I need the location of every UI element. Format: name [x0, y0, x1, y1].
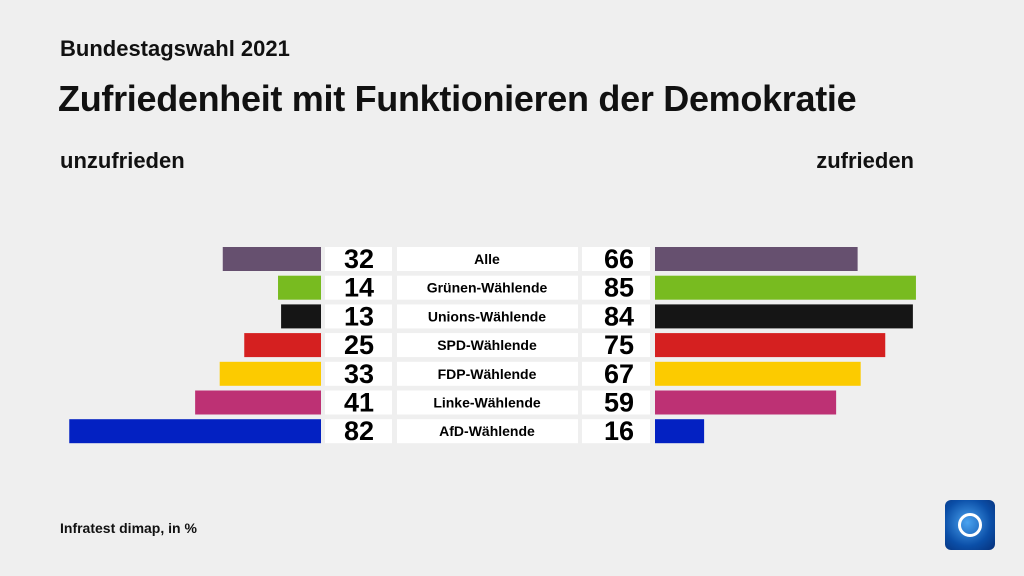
category-label: AfD-Wählende	[439, 423, 535, 439]
bar-zufrieden	[655, 275, 916, 300]
bar-unzufrieden	[69, 419, 321, 444]
value-box	[582, 390, 650, 415]
label-box	[397, 390, 578, 415]
value-box	[582, 275, 650, 300]
value-box	[582, 247, 650, 271]
label-box	[397, 304, 578, 329]
value-box	[582, 361, 650, 386]
value-label-unzufrieden: 41	[344, 388, 374, 418]
value-label-zufrieden: 67	[604, 359, 634, 389]
label-box	[397, 275, 578, 300]
value-label-zufrieden: 75	[604, 330, 634, 360]
value-box	[582, 333, 650, 358]
tagesschau-logo-icon	[945, 500, 995, 550]
value-label-unzufrieden: 32	[344, 244, 374, 274]
category-label: Unions-Wählende	[428, 308, 546, 324]
value-label-zufrieden: 85	[604, 273, 634, 303]
value-label-unzufrieden: 82	[344, 416, 374, 446]
value-label-unzufrieden: 33	[344, 359, 374, 389]
bar-zufrieden	[655, 333, 886, 358]
label-box	[397, 333, 578, 358]
value-label-zufrieden: 66	[604, 244, 634, 274]
right-legend-label: zufrieden	[816, 148, 914, 173]
value-box	[325, 247, 392, 271]
left-legend-label: unzufrieden	[60, 148, 185, 173]
value-box	[325, 275, 392, 300]
category-label: Grünen-Wählende	[427, 280, 548, 296]
value-box	[325, 361, 392, 386]
bar-unzufrieden	[281, 304, 321, 329]
value-label-unzufrieden: 14	[344, 273, 374, 303]
value-label-unzufrieden: 13	[344, 301, 374, 331]
label-box	[397, 419, 578, 444]
bar-unzufrieden	[222, 247, 321, 271]
bar-zufrieden	[655, 419, 705, 444]
category-label: Linke-Wählende	[433, 395, 541, 411]
bar-unzufrieden	[278, 275, 321, 300]
source-note: Infratest dimap, in %	[60, 520, 197, 536]
category-label: SPD-Wählende	[437, 337, 537, 353]
value-box	[325, 390, 392, 415]
bar-zufrieden	[655, 361, 861, 386]
value-box	[325, 419, 392, 444]
category-label: Alle	[474, 251, 500, 267]
value-box	[582, 419, 650, 444]
bar-zufrieden	[655, 390, 837, 415]
label-box	[397, 361, 578, 386]
bar-zufrieden	[655, 304, 913, 329]
bar-zufrieden	[655, 247, 858, 271]
value-label-zufrieden: 16	[604, 416, 634, 446]
bar-unzufrieden	[195, 390, 321, 415]
chart-subtitle: Bundestagswahl 2021	[60, 36, 290, 61]
value-box	[582, 304, 650, 329]
bar-unzufrieden	[219, 361, 321, 386]
value-box	[325, 304, 392, 329]
value-label-unzufrieden: 25	[344, 330, 374, 360]
value-label-zufrieden: 59	[604, 388, 634, 418]
category-label: FDP-Wählende	[438, 366, 537, 382]
label-box	[397, 247, 578, 271]
bar-unzufrieden	[244, 333, 321, 358]
value-box	[325, 333, 392, 358]
value-label-zufrieden: 84	[604, 301, 634, 331]
chart-title: Zufriedenheit mit Funktionieren der Demo…	[58, 78, 857, 119]
